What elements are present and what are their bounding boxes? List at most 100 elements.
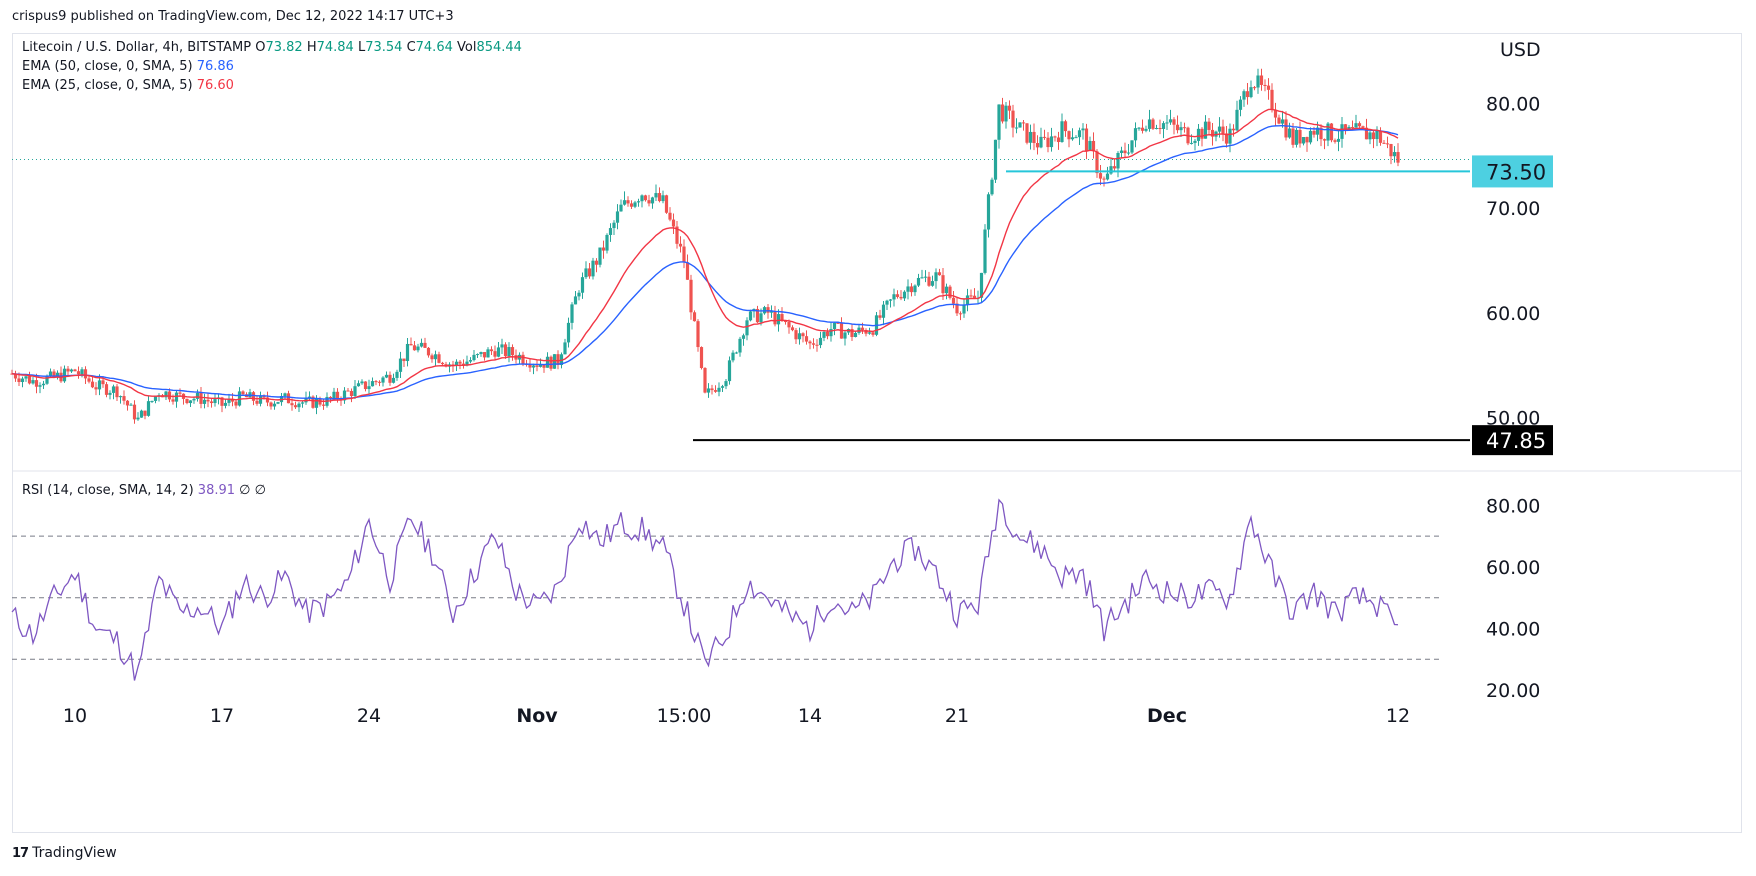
rsi-legend[interactable]: RSI (14, close, SMA, 14, 2) 38.91 ∅ ∅ xyxy=(22,482,266,499)
candle-body xyxy=(1340,124,1344,139)
candle-body xyxy=(706,388,711,393)
candle-body xyxy=(916,277,921,286)
candle-body xyxy=(1102,178,1106,180)
candle-body xyxy=(913,285,917,293)
candle-body xyxy=(503,344,508,357)
candle-body xyxy=(941,275,945,294)
candle-body xyxy=(1270,89,1274,110)
candle-body xyxy=(349,390,354,397)
candle-body xyxy=(1382,142,1386,144)
candle-body xyxy=(370,381,375,387)
candle-body xyxy=(1172,119,1176,125)
candle-body xyxy=(983,229,987,273)
candle-body xyxy=(353,386,357,397)
candle-body xyxy=(853,332,858,338)
candle-body xyxy=(458,361,462,364)
candle-body xyxy=(118,396,123,398)
candle-body xyxy=(1245,91,1250,98)
candle-body xyxy=(962,304,966,314)
candle-body xyxy=(675,226,679,244)
candle-body xyxy=(1312,130,1316,135)
candle-body xyxy=(223,402,228,406)
candle-body xyxy=(713,390,718,392)
candle-body xyxy=(794,330,798,340)
candle-body xyxy=(745,320,749,336)
candle-body xyxy=(545,356,550,368)
candle-body xyxy=(521,354,525,364)
candle-body xyxy=(843,332,847,339)
candle-body xyxy=(90,381,95,388)
candle-body xyxy=(290,403,294,406)
candle-body xyxy=(972,295,977,299)
price-tick-label: 60.00 xyxy=(1486,303,1540,325)
candle-body xyxy=(1123,150,1127,154)
candle-body xyxy=(654,193,658,198)
chart-frame xyxy=(12,33,1742,833)
candle-body xyxy=(864,330,868,334)
candle-body xyxy=(790,327,795,331)
candle-body xyxy=(1273,109,1278,118)
candle-body xyxy=(668,212,672,220)
candle-body xyxy=(1032,131,1036,144)
candle-body xyxy=(920,277,924,279)
open-value: 73.82 xyxy=(265,40,303,55)
candle-body xyxy=(776,314,781,325)
candle-body xyxy=(62,368,67,382)
candle-body xyxy=(381,377,385,383)
candle-body xyxy=(360,381,364,384)
candle-body xyxy=(1018,122,1022,128)
high-value: 74.84 xyxy=(316,40,354,55)
candle-body xyxy=(73,369,77,372)
candle-body xyxy=(601,247,606,251)
candle-body xyxy=(258,395,263,404)
candle-body xyxy=(797,333,802,340)
candle-body xyxy=(986,194,991,230)
rsi-tick-label: 80.00 xyxy=(1486,495,1540,517)
ema50-value: 76.86 xyxy=(196,59,234,74)
candle-body xyxy=(132,404,137,420)
candle-body xyxy=(1319,127,1323,140)
candle-body xyxy=(741,335,746,339)
candle-body xyxy=(1343,124,1348,130)
candle-body xyxy=(1095,151,1099,174)
candle-body xyxy=(377,381,382,383)
candle-body xyxy=(1091,140,1096,152)
candle-body xyxy=(556,354,560,366)
ema25-legend[interactable]: EMA (25, close, 0, SMA, 5) 76.60 xyxy=(22,77,234,94)
candle-body xyxy=(1007,105,1012,111)
candle-body xyxy=(1354,123,1358,128)
low-label: L xyxy=(357,40,366,55)
support-badge-label: 47.85 xyxy=(1486,429,1546,453)
candle-body xyxy=(1126,152,1131,154)
candle-body xyxy=(136,417,140,420)
candle-body xyxy=(563,342,567,355)
candle-body xyxy=(615,211,620,223)
candle-body xyxy=(83,369,88,379)
candle-body xyxy=(818,337,823,346)
candle-body xyxy=(710,388,714,391)
rsi-label: RSI (14, close, SMA, 14, 2) xyxy=(22,483,194,498)
tradingview-logo-icon: 17 xyxy=(12,845,29,861)
candle-body xyxy=(689,279,693,313)
symbol-title[interactable]: Litecoin / U.S. Dollar, 4h, BITSTAMP xyxy=(22,40,252,55)
candle-body xyxy=(426,347,431,356)
candle-body xyxy=(241,391,245,395)
candle-body xyxy=(188,400,193,404)
candle-body xyxy=(1392,152,1397,157)
candle-body xyxy=(69,369,74,372)
candle-body xyxy=(230,398,235,402)
candle-body xyxy=(671,219,676,227)
ema50-legend[interactable]: EMA (50, close, 0, SMA, 5) 76.86 xyxy=(22,58,234,75)
tradingview-footer[interactable]: 17 TradingView xyxy=(12,845,117,861)
candle-body xyxy=(209,401,214,404)
time-tick-label: 24 xyxy=(357,705,381,727)
candle-body xyxy=(195,392,200,399)
candle-body xyxy=(587,268,592,277)
candle-body xyxy=(867,332,872,334)
candle-body xyxy=(1137,127,1141,129)
candle-body xyxy=(1277,117,1281,124)
candle-body xyxy=(27,376,32,384)
candle-body xyxy=(297,403,301,408)
candle-body xyxy=(1301,137,1306,144)
